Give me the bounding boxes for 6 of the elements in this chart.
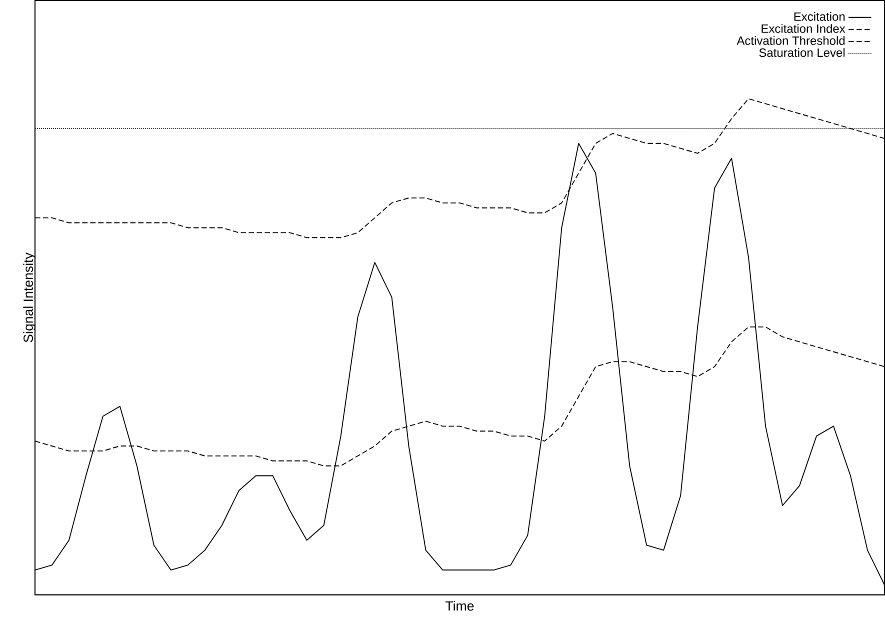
x-axis-title: Time [445, 600, 474, 611]
legend-label: Saturation Level [759, 48, 845, 57]
legend-label: Activation Threshold [736, 36, 845, 45]
legend-label: Excitation Index [762, 24, 846, 33]
legend-label: Excitation [794, 12, 845, 21]
y-axis-title: Signal Intensity [23, 252, 36, 342]
